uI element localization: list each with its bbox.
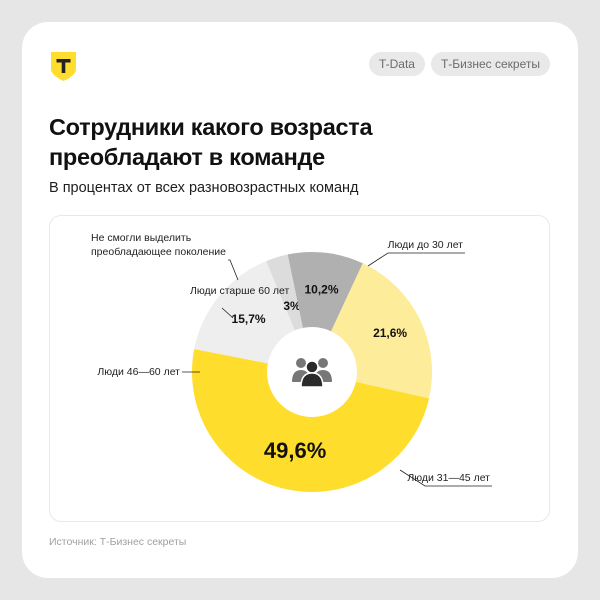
data-label-over-60: 3% xyxy=(283,299,301,313)
infographic-card: T-Data Т-Бизнес секреты Сотрудники каког… xyxy=(22,22,578,578)
slice-undetermined xyxy=(287,252,363,332)
source-note: Источник: Т-Бизнес секреты xyxy=(49,536,187,548)
category-label-under-30: Люди до 30 лет xyxy=(388,239,464,251)
tag-t-data[interactable]: T-Data xyxy=(368,52,425,76)
slice-31-45 xyxy=(191,348,430,493)
chart-container: 21,6% 49,6% 15,7% 3% 10,2% Люди до 30 лет Люди… xyxy=(49,215,550,522)
callout-line-undetermined xyxy=(228,259,239,281)
category-label-undetermined: Не смогли выделить преобладающее поколени… xyxy=(91,232,226,258)
callout-line-over-60 xyxy=(221,307,234,319)
people-group-icon xyxy=(268,328,356,416)
category-label-46-60: Люди 46—60 лет xyxy=(97,366,180,378)
category-label-over-60: Люди старше 60 лет xyxy=(190,285,289,297)
page-title: Сотрудники какого возраста преобладают в… xyxy=(49,114,373,170)
slice-46-60 xyxy=(194,261,295,364)
donut-chart: 21,6% 49,6% 15,7% 3%10,2% Люди до 30 лет Люди… xyxy=(91,232,492,493)
page-subtitle: В процентах от всех разновозрастных кома… xyxy=(49,180,359,196)
slice-over-60 xyxy=(266,254,303,331)
data-label-undetermined: 10,2% xyxy=(304,283,338,297)
slice-under-30 xyxy=(331,263,433,399)
data-label-31-45: 49,6% xyxy=(264,438,326,463)
t-logo-icon xyxy=(51,52,76,81)
tag-t-business-secrets[interactable]: Т-Бизнес секреты xyxy=(430,52,550,76)
tag-list: T-Data Т-Бизнес секреты xyxy=(368,52,550,76)
data-label-46-60: 15,7% xyxy=(232,312,266,326)
category-label-31-45: Люди 31—45 лет xyxy=(407,472,490,484)
data-label-under-30: 21,6% xyxy=(373,326,407,340)
callout-line-31-45 xyxy=(399,469,492,487)
callout-line-under-30 xyxy=(367,252,465,267)
